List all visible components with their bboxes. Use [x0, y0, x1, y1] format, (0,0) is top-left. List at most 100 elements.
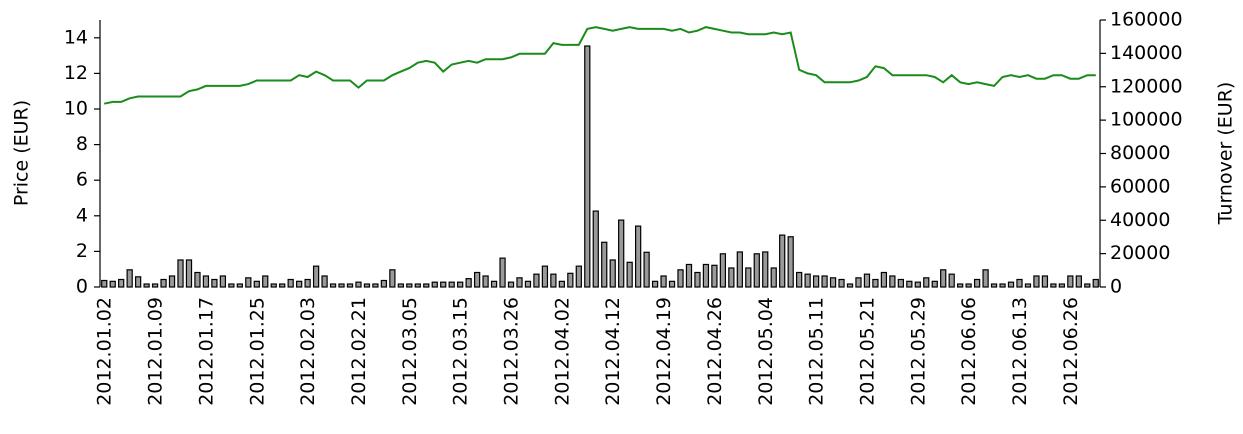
bar [812, 275, 820, 288]
bar [473, 271, 481, 288]
bar [804, 273, 811, 288]
x-tick-label: 2012.06.06 [958, 297, 980, 406]
bar [584, 45, 591, 288]
bar [1050, 283, 1057, 288]
bar [592, 210, 599, 288]
bar [880, 271, 888, 288]
bar [448, 281, 455, 288]
bar [414, 283, 421, 288]
bar [253, 280, 260, 288]
bar [1092, 278, 1099, 288]
bar [821, 275, 828, 288]
bar [490, 280, 498, 288]
bar [838, 278, 845, 288]
bar [550, 273, 557, 288]
bar [668, 280, 676, 288]
bar [516, 277, 523, 288]
y-tick-label: 12 [64, 62, 88, 84]
bar [770, 267, 777, 288]
bar [914, 281, 921, 288]
y-tick-label: 10 [64, 98, 88, 120]
y-tick-label: 2 [76, 240, 88, 262]
bar [329, 283, 337, 288]
bar [965, 283, 972, 288]
bar [355, 281, 362, 288]
x-tick-label: 2012.05.11 [806, 297, 828, 406]
bar [431, 281, 438, 288]
bar [906, 280, 913, 288]
bar [346, 283, 354, 288]
bar [219, 275, 227, 288]
bar [643, 251, 650, 288]
bar [728, 267, 735, 288]
bar [177, 259, 184, 288]
y-tick-label: 8 [76, 133, 88, 155]
y-axis-label: Price (EUR) [11, 100, 33, 206]
bar [194, 271, 201, 288]
bar [533, 273, 540, 288]
bar [101, 279, 108, 288]
bar [482, 275, 489, 288]
bar [940, 269, 947, 288]
bar [846, 283, 854, 288]
bar [694, 271, 701, 288]
bar [634, 225, 642, 288]
bar [296, 280, 303, 288]
bar [948, 273, 955, 288]
y2-tick-label: 100000 [1110, 109, 1183, 131]
bar [1033, 275, 1040, 288]
bar [262, 275, 269, 288]
bar [279, 283, 286, 288]
bar [406, 283, 413, 288]
x-tick-label: 2012.01.25 [246, 297, 268, 406]
x-tick-label: 2012.03.26 [501, 297, 523, 406]
bar [1024, 283, 1032, 288]
bar [931, 280, 938, 288]
x-tick-label: 2012.04.19 [653, 297, 675, 406]
bar [660, 275, 667, 288]
x-tick-label: 2012.04.12 [602, 297, 624, 406]
bar [151, 283, 159, 288]
bar [779, 234, 786, 288]
x-tick-label: 2012.05.04 [755, 297, 777, 406]
bar [143, 283, 150, 288]
x-tick-label: 2012.04.02 [551, 297, 573, 406]
bar [507, 281, 515, 288]
bar [957, 283, 964, 288]
bar [863, 273, 871, 288]
bar [524, 280, 532, 288]
bar [1084, 283, 1091, 288]
bar [558, 280, 566, 288]
bar [380, 279, 388, 288]
x-tick-label: 2012.05.29 [907, 297, 929, 406]
y-tick-label: 14 [64, 26, 88, 48]
x-tick-label: 2012.01.09 [145, 297, 167, 406]
bar [202, 275, 210, 288]
bar [1041, 275, 1049, 288]
y2-tick-label: 160000 [1110, 9, 1183, 31]
bar [499, 257, 506, 288]
x-tick-label: 2012.02.03 [297, 297, 319, 406]
bar [626, 261, 633, 288]
bar [736, 251, 743, 288]
bar [245, 277, 252, 288]
bar [787, 236, 794, 288]
bar [211, 278, 218, 288]
bar [745, 267, 752, 288]
bar [118, 278, 125, 288]
bar [389, 269, 396, 288]
y2-tick-label: 140000 [1110, 42, 1183, 64]
bar [440, 281, 447, 288]
bar [109, 280, 116, 288]
bar [1007, 281, 1015, 288]
y-tick-label: 4 [76, 204, 88, 226]
price-line [103, 26, 1096, 105]
bar [685, 263, 693, 288]
bar [1016, 278, 1023, 288]
bar [719, 253, 727, 288]
bar [796, 271, 803, 288]
y2-tick-label: 20000 [1110, 242, 1170, 264]
bar [1075, 275, 1082, 288]
bar [363, 283, 371, 288]
